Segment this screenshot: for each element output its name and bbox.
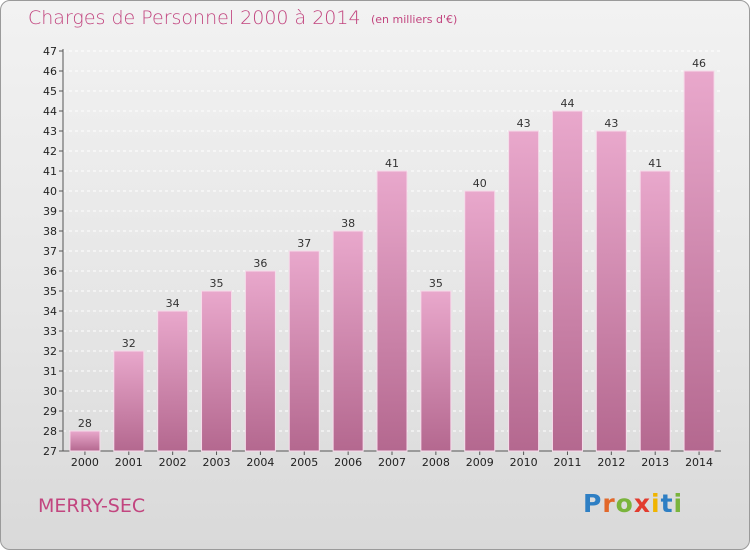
- bar-2002: [157, 310, 189, 452]
- bar-2010: [508, 130, 540, 452]
- data-label-2000: 28: [78, 417, 92, 430]
- y-tick-label: 31: [43, 365, 57, 378]
- y-tick-label: 38: [43, 225, 57, 238]
- place-name: MERRY-SEC: [38, 495, 146, 517]
- y-tick-label: 30: [43, 385, 57, 398]
- logo-letter: i: [651, 489, 661, 518]
- y-tick-label: 37: [43, 245, 57, 258]
- y-tick-label: 40: [43, 185, 57, 198]
- y-tick-label: 36: [43, 265, 57, 278]
- y-tick-label: 44: [43, 105, 57, 118]
- bar-2009: [464, 190, 496, 452]
- bar-2007: [376, 170, 408, 452]
- x-tick-label-2003: 2003: [203, 456, 231, 469]
- data-label-2002: 34: [166, 297, 180, 310]
- logo-letter: t: [660, 489, 674, 518]
- y-tick-label: 33: [43, 325, 57, 338]
- logo-letter: o: [615, 489, 634, 518]
- data-label-2003: 35: [210, 277, 224, 290]
- bar-2012: [595, 130, 627, 452]
- bar-2001: [113, 350, 145, 452]
- x-tick-label-2000: 2000: [71, 456, 99, 469]
- data-label-2006: 38: [341, 217, 355, 230]
- y-tick-label: 43: [43, 125, 57, 138]
- x-tick-label-2013: 2013: [641, 456, 669, 469]
- bars: [69, 70, 715, 452]
- bar-2003: [201, 290, 233, 452]
- logo-letter: P: [583, 489, 603, 518]
- y-tick-label: 35: [43, 285, 57, 298]
- data-label-2007: 41: [385, 157, 399, 170]
- bar-2006: [332, 230, 364, 452]
- x-tick-label-2008: 2008: [422, 456, 450, 469]
- x-tick-label-2010: 2010: [510, 456, 538, 469]
- data-labels: 28 32 34 35 36 37 38 41 35 40 43 44 43 41 46: [78, 57, 706, 430]
- logo-letter: r: [602, 489, 616, 518]
- bar-2004: [244, 270, 276, 452]
- logo-letter: i: [673, 489, 684, 518]
- logo-letter: x: [633, 489, 651, 518]
- x-tick-label-2006: 2006: [334, 456, 362, 469]
- y-tick-label: 32: [43, 345, 57, 358]
- bar-2008: [420, 290, 452, 452]
- y-tick-label: 41: [43, 165, 57, 178]
- data-label-2005: 37: [297, 237, 311, 250]
- proxiti-logo[interactable]: Proxiti: [583, 489, 683, 518]
- y-tick-label: 27: [43, 445, 57, 458]
- data-label-2004: 36: [253, 257, 267, 270]
- bar-2011: [551, 110, 583, 452]
- data-label-2013: 41: [648, 157, 662, 170]
- bar-2014: [683, 70, 715, 452]
- chart-subtitle: (en milliers d'€): [371, 13, 458, 26]
- x-tick-label-2005: 2005: [290, 456, 318, 469]
- data-label-2009: 40: [473, 177, 487, 190]
- x-tick-label-2002: 2002: [159, 456, 187, 469]
- y-tick-label: 46: [43, 65, 57, 78]
- data-label-2014: 46: [692, 57, 706, 70]
- bar-2005: [288, 250, 320, 452]
- chart-title: Charges de Personnel 2000 à 2014: [28, 7, 361, 29]
- data-label-2001: 32: [122, 337, 136, 350]
- y-tick-label: 29: [43, 405, 57, 418]
- y-tick-label: 45: [43, 85, 57, 98]
- data-label-2011: 44: [560, 97, 574, 110]
- x-tick-label-2011: 2011: [553, 456, 581, 469]
- data-label-2010: 43: [517, 117, 531, 130]
- bar-2013: [639, 170, 671, 452]
- data-label-2012: 43: [604, 117, 618, 130]
- x-tick-label-2007: 2007: [378, 456, 406, 469]
- x-tick-label-2004: 2004: [246, 456, 274, 469]
- x-tick-label-2014: 2014: [685, 456, 713, 469]
- y-tick-label: 39: [43, 205, 57, 218]
- x-tick-label-2001: 2001: [115, 456, 143, 469]
- y-tick-label: 28: [43, 425, 57, 438]
- y-tick-label: 42: [43, 145, 57, 158]
- x-tick-label-2012: 2012: [597, 456, 625, 469]
- y-tick-label: 47: [43, 45, 57, 58]
- x-tick-label-2009: 2009: [466, 456, 494, 469]
- bar-2000: [69, 430, 101, 452]
- data-label-2008: 35: [429, 277, 443, 290]
- y-tick-label: 34: [43, 305, 57, 318]
